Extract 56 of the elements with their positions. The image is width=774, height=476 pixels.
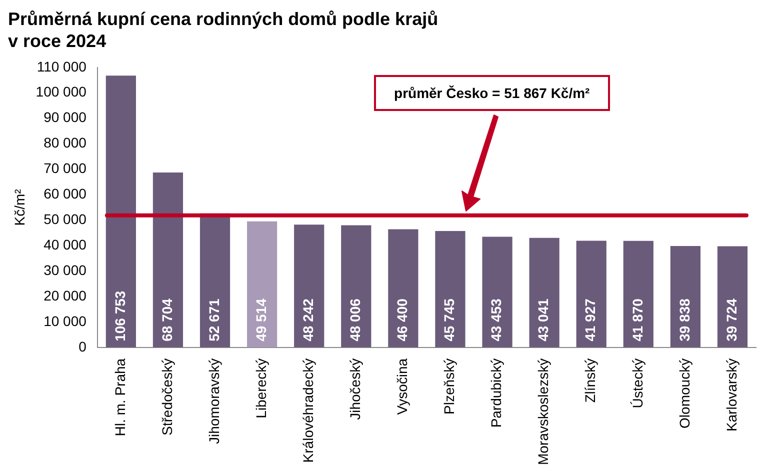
bar: [576, 240, 606, 348]
bar: [670, 246, 700, 348]
y-tick-label: 80 000: [44, 134, 87, 151]
x-tick-label: Jihomoravský: [206, 358, 222, 444]
x-tick-label: Královéhradecký: [300, 358, 316, 463]
y-tick-label: 110 000: [36, 58, 87, 74]
x-tick-label: Plzeňský: [441, 358, 458, 414]
x-tick-label: Pardubický: [488, 358, 504, 428]
data-label: 106 753: [112, 290, 128, 342]
x-tick-label: Hl. m. Praha: [112, 358, 128, 436]
x-tick-label: Liberecký: [252, 358, 269, 418]
y-tick-label: 10 000: [44, 312, 87, 329]
x-tick-label: Moravskoslezský: [535, 358, 552, 466]
data-label: 43 453: [488, 298, 504, 342]
data-label: 41 870: [629, 298, 646, 342]
x-tick-label: Středočeský: [158, 358, 175, 436]
x-tick-label: Ústecký: [629, 358, 646, 408]
chart-title: Průměrná kupní cena rodinných domů podle krajů v roce 2024: [8, 8, 440, 53]
y-axis-title: Kč/m²: [11, 188, 28, 226]
bar: [294, 224, 324, 348]
bar: [482, 236, 512, 348]
data-label: 43 041: [535, 298, 552, 342]
y-tick-label: 70 000: [44, 160, 87, 176]
y-tick-label: 0: [78, 338, 87, 354]
x-tick-label: Jihočeský: [347, 358, 363, 420]
y-tick-label: 40 000: [44, 236, 87, 252]
y-tick-label: 100 000: [36, 84, 87, 100]
data-label: 46 400: [394, 298, 410, 342]
x-tick-label: Zlínský: [582, 358, 598, 403]
data-label: 49 514: [252, 298, 269, 342]
data-label: 52 671: [206, 298, 222, 342]
y-tick-label: 50 000: [44, 211, 87, 227]
bar: [152, 172, 184, 348]
x-tick-label: Vysočina: [394, 358, 410, 415]
data-label: 68 704: [158, 298, 175, 342]
data-label: 48 006: [347, 298, 363, 342]
data-label: 48 242: [300, 298, 316, 342]
data-label: 45 745: [441, 298, 458, 342]
y-tick-label: 20 000: [44, 287, 87, 304]
x-tick-label: Olomoucký: [676, 358, 692, 428]
data-label: 39 838: [676, 298, 692, 342]
data-label: 39 724: [723, 298, 740, 342]
y-tick-label: 90 000: [44, 109, 87, 126]
bar: [106, 76, 136, 348]
x-tick-label: Karlovarský: [723, 358, 740, 432]
bar: [247, 221, 278, 348]
bar: [717, 246, 748, 348]
data-label: 41 927: [582, 298, 598, 342]
bar: [623, 240, 654, 348]
bar: [388, 229, 418, 348]
y-tick-label: 30 000: [44, 262, 87, 278]
bar: [529, 238, 560, 348]
bar: [435, 230, 466, 348]
y-tick-label: 60 000: [44, 186, 87, 202]
annotation: průměr Česko = 51 867 Kč/m²: [374, 75, 610, 112]
bar: [341, 225, 372, 348]
